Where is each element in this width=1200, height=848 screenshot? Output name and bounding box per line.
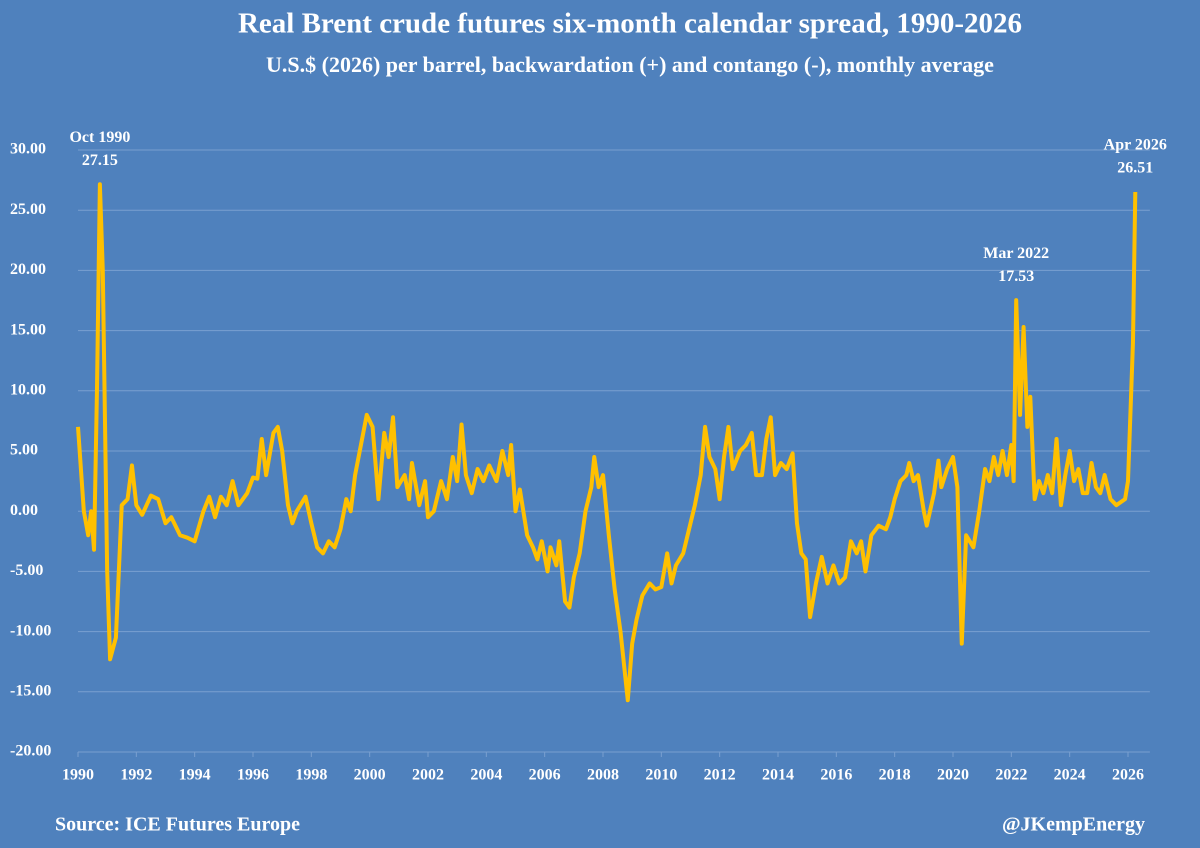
y-tick-label: 5.00	[10, 442, 38, 459]
x-tick-label: 2010	[645, 767, 677, 784]
annotation-value: 27.15	[82, 152, 118, 169]
x-tick-label: 1992	[120, 767, 152, 784]
x-tick-label: 2012	[704, 767, 736, 784]
x-tick-label: 2000	[354, 767, 386, 784]
y-tick-label: 30.00	[10, 141, 46, 158]
x-tick-label: 1990	[62, 767, 94, 784]
x-tick-label: 1994	[179, 767, 211, 784]
x-tick-label: 2020	[937, 767, 969, 784]
annotation-date: Mar 2022	[983, 245, 1049, 262]
y-tick-label: 25.00	[10, 201, 46, 218]
x-tick-label: 2026	[1112, 767, 1144, 784]
x-tick-label: 2006	[529, 767, 561, 784]
x-tick-label: 2004	[470, 767, 502, 784]
annotation-date: Oct 1990	[69, 129, 130, 146]
annotation-value: 17.53	[998, 268, 1034, 285]
source: Source: ICE Futures Europe	[55, 814, 300, 836]
x-tick-label: 2002	[412, 767, 444, 784]
y-tick-label: -20.00	[10, 743, 51, 760]
x-tick-label: 2014	[762, 767, 794, 784]
annotation-date: Apr 2026	[1104, 137, 1167, 154]
y-tick-label: 15.00	[10, 321, 46, 338]
credit: @JKempEnergy	[1002, 814, 1145, 836]
x-tick-label: 2022	[995, 767, 1027, 784]
x-tick-label: 2018	[879, 767, 911, 784]
x-tick-label: 1996	[237, 767, 269, 784]
y-tick-label: 0.00	[10, 502, 38, 519]
y-tick-label: 20.00	[10, 261, 46, 278]
line-series	[76, 182, 1138, 703]
y-tick-label: -10.00	[10, 622, 51, 639]
chart-title: Real Brent crude futures six-month calen…	[238, 8, 1022, 40]
y-tick-label: -15.00	[10, 682, 51, 699]
y-tick-label: -5.00	[10, 562, 43, 579]
x-tick-label: 1998	[295, 767, 327, 784]
x-tick-label: 2024	[1054, 767, 1086, 784]
x-tick-label: 2016	[820, 767, 852, 784]
x-tick-label: 2008	[587, 767, 619, 784]
y-tick-label: 10.00	[10, 381, 46, 398]
annotation-value: 26.51	[1117, 160, 1153, 177]
chart-subtitle: U.S.$ (2026) per barrel, backwardation (…	[266, 52, 994, 77]
